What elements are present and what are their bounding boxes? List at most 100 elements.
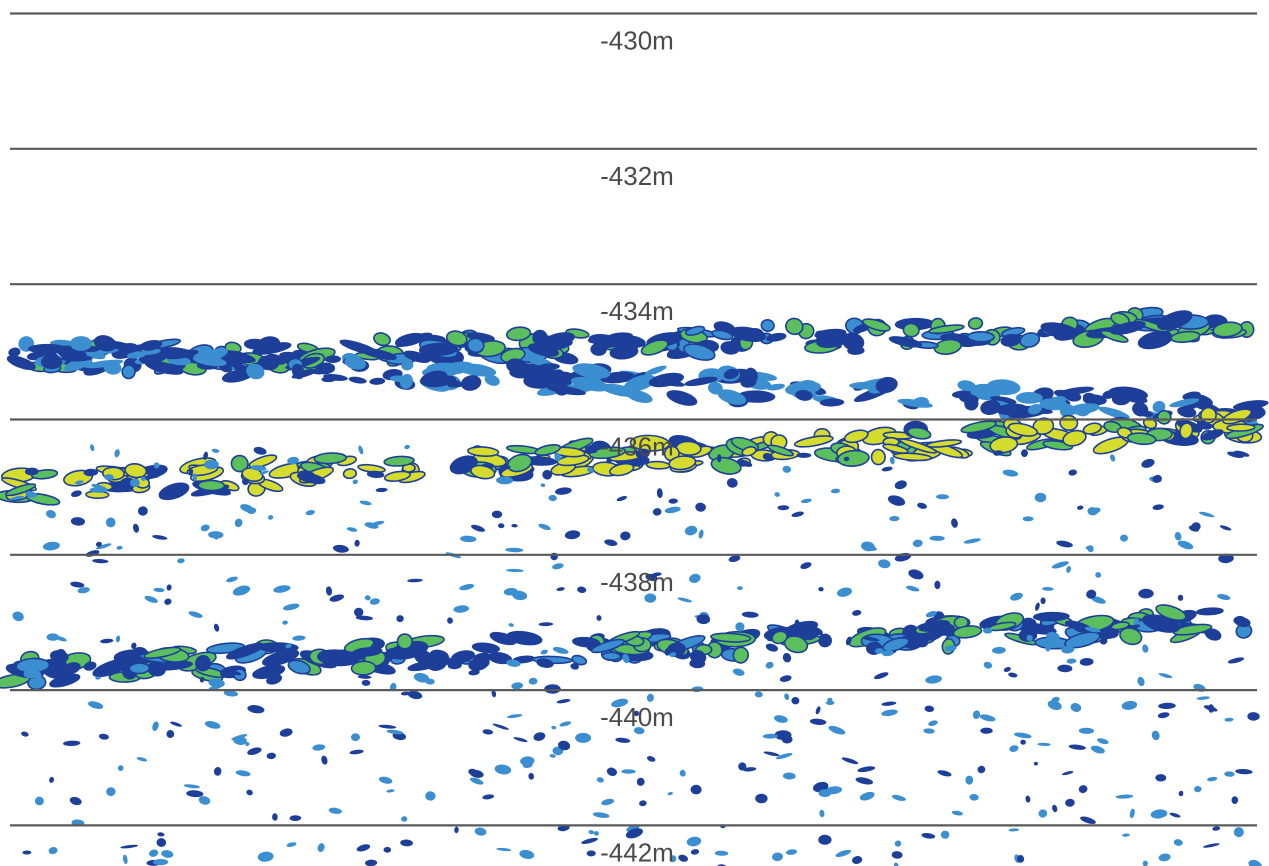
echo-blob bbox=[349, 749, 364, 755]
echo-blob bbox=[70, 517, 85, 526]
echo-blob bbox=[881, 466, 893, 472]
echo-blob bbox=[1150, 809, 1168, 819]
echo-blob bbox=[323, 373, 348, 381]
echo-blob bbox=[1080, 816, 1096, 824]
echo-blob bbox=[70, 581, 85, 588]
echo-blob bbox=[782, 465, 792, 473]
echo-blob bbox=[148, 849, 159, 857]
echo-blob bbox=[77, 587, 90, 594]
echo-blob bbox=[556, 699, 571, 704]
echo-blob bbox=[990, 396, 1017, 405]
echo-blob bbox=[742, 767, 757, 772]
echo-blob bbox=[679, 769, 686, 777]
echo-blob bbox=[606, 458, 612, 464]
echo-blob bbox=[625, 828, 643, 839]
echo-blob bbox=[791, 696, 800, 705]
echo-blob bbox=[354, 607, 364, 617]
echo-blob bbox=[633, 710, 640, 717]
echo-blob bbox=[572, 636, 601, 648]
echo-blob bbox=[400, 839, 413, 847]
echo-blob bbox=[710, 632, 752, 643]
echo-blob bbox=[1110, 621, 1130, 631]
echo-blob bbox=[27, 343, 68, 354]
echo-blob bbox=[1087, 545, 1094, 553]
echo-blob bbox=[136, 757, 148, 762]
echo-blob bbox=[622, 384, 637, 396]
echo-blob bbox=[170, 721, 182, 727]
echo-blob bbox=[208, 684, 223, 691]
echo-blob bbox=[420, 370, 448, 387]
echo-blob bbox=[114, 449, 120, 458]
echo-blob bbox=[969, 793, 979, 801]
echo-blob bbox=[1226, 423, 1256, 432]
echo-blob bbox=[1078, 785, 1088, 794]
echo-blob bbox=[1079, 657, 1094, 666]
echo-blob bbox=[325, 586, 333, 596]
echo-blob bbox=[192, 473, 198, 481]
depth-label: -436m bbox=[600, 432, 674, 462]
echo-blob bbox=[777, 505, 790, 511]
echo-blob bbox=[728, 555, 741, 563]
echo-blob bbox=[198, 348, 228, 363]
echo-blob bbox=[656, 488, 663, 499]
echo-blob bbox=[1051, 561, 1069, 569]
echo-blob bbox=[1142, 860, 1148, 866]
echo-blob bbox=[1227, 451, 1244, 458]
echo-blob bbox=[767, 444, 794, 457]
echo-blob bbox=[1045, 642, 1051, 652]
echo-blob bbox=[1202, 843, 1220, 848]
echo-blob bbox=[289, 815, 302, 822]
echo-blob bbox=[873, 672, 889, 680]
echo-blob bbox=[1002, 469, 1019, 477]
echo-blob bbox=[965, 775, 974, 785]
echo-blob bbox=[609, 462, 635, 477]
echo-blob bbox=[1078, 727, 1094, 734]
echo-blob bbox=[447, 617, 453, 624]
echo-blob bbox=[852, 610, 862, 616]
echo-blob bbox=[1191, 522, 1201, 531]
echo-blob bbox=[1098, 406, 1130, 419]
echo-blob bbox=[285, 643, 292, 649]
echo-blob bbox=[894, 480, 907, 490]
echo-blob bbox=[131, 642, 137, 649]
depth-label: -442m bbox=[600, 837, 674, 866]
echo-blob bbox=[519, 849, 535, 859]
echo-blob bbox=[1169, 812, 1181, 818]
echo-blob bbox=[993, 450, 1003, 456]
echo-blob bbox=[130, 478, 140, 488]
echo-blob bbox=[828, 725, 846, 735]
echo-blob bbox=[317, 843, 325, 853]
echo-blob bbox=[96, 543, 112, 550]
echo-blob bbox=[257, 355, 280, 371]
echo-blob bbox=[1059, 403, 1075, 418]
echo-blob bbox=[967, 317, 984, 330]
echo-blob bbox=[365, 859, 378, 866]
echo-blob bbox=[1142, 614, 1181, 633]
echo-blob bbox=[359, 500, 372, 506]
echo-blob bbox=[882, 443, 909, 454]
echo-blob bbox=[404, 444, 410, 450]
echo-blob bbox=[491, 510, 503, 519]
echo-blob bbox=[407, 578, 423, 583]
echo-blob bbox=[505, 547, 524, 553]
echo-blob bbox=[889, 456, 895, 465]
echo-blob bbox=[1022, 516, 1034, 522]
echo-blob bbox=[1052, 804, 1058, 813]
echo-blob bbox=[1020, 739, 1026, 745]
echo-blob bbox=[548, 494, 557, 502]
echo-blob bbox=[34, 796, 44, 806]
echo-blob bbox=[1084, 626, 1101, 633]
echo-blob bbox=[1034, 492, 1047, 503]
echo-blob bbox=[1129, 624, 1141, 629]
echo-blob bbox=[878, 559, 891, 569]
echo-blob bbox=[741, 446, 757, 457]
echo-blob bbox=[1177, 406, 1197, 418]
echo-blob bbox=[892, 452, 933, 462]
echo-blob bbox=[9, 495, 24, 501]
echo-blob bbox=[156, 838, 167, 847]
echo-blob bbox=[1040, 597, 1046, 605]
echo-blob bbox=[534, 444, 562, 456]
echo-blob bbox=[862, 636, 880, 642]
echo-blob bbox=[124, 463, 148, 479]
echo-blob bbox=[466, 337, 485, 354]
